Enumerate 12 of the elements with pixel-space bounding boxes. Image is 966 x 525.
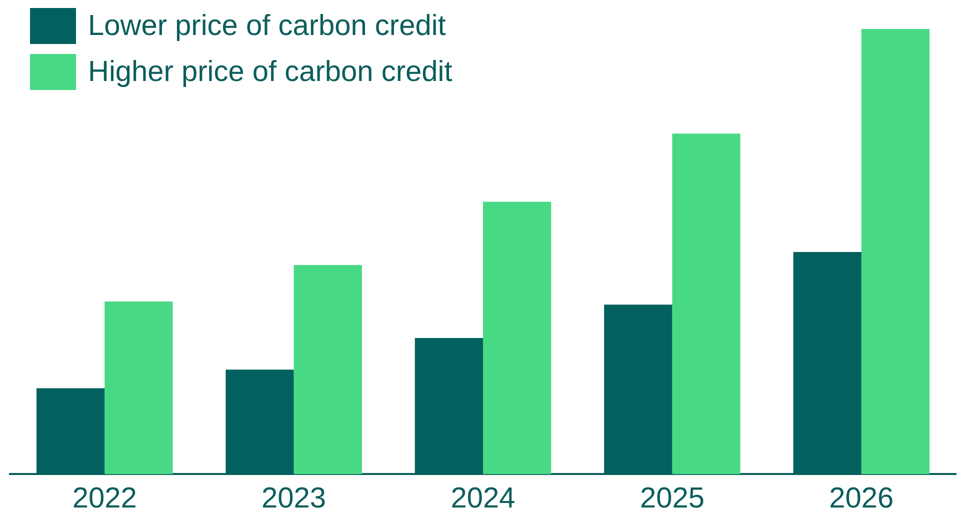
bar [861,29,930,474]
x-tick-label: 2023 [262,482,326,515]
legend-label: Lower price of carbon credit [88,10,446,42]
x-tick-label: 2026 [829,482,894,515]
bar [672,134,740,474]
legend-label: Higher price of carbon credit [88,56,452,88]
x-tick-label: 2024 [450,482,516,515]
bar [483,202,552,474]
x-tick-label: 2025 [640,482,704,515]
x-tick-label: 2022 [72,482,137,515]
bar [104,301,173,474]
bar [294,264,362,474]
